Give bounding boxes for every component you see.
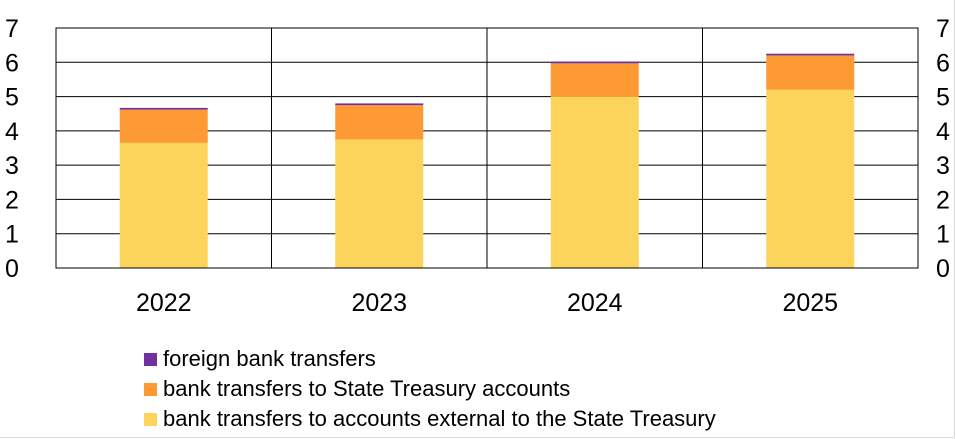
y-right-tick-label: 5	[936, 84, 950, 112]
y-tick-label: 4	[5, 118, 19, 146]
y-right-tick-label: 7	[936, 15, 950, 43]
y-right-tick-label: 4	[936, 118, 950, 146]
bars	[119, 53, 855, 268]
bar-segment	[766, 53, 855, 56]
y-tick-label: 5	[5, 84, 19, 112]
legend-item: foreign bank transfers	[144, 344, 716, 374]
y-tick-label: 6	[5, 49, 19, 77]
y-tick-label: 7	[5, 15, 19, 43]
legend-swatch	[144, 412, 157, 426]
x-axis: 2022 2023 2024 2025	[136, 289, 838, 317]
y-right-tick-label: 3	[936, 152, 950, 180]
legend-label: bank transfers to accounts external to t…	[163, 406, 716, 431]
bar-segment	[766, 89, 855, 268]
bar-segment	[335, 105, 424, 140]
y-tick-label: 1	[5, 221, 19, 249]
y-right-tick-label: 1	[936, 221, 950, 249]
y-axis-right: 0 1 2 3 4 5 6 7	[936, 15, 950, 283]
x-tick-label: 2024	[567, 289, 623, 317]
bar-segment	[119, 109, 208, 143]
y-right-tick-label: 2	[936, 186, 950, 214]
bar-segment	[119, 107, 208, 110]
bar-segment	[119, 142, 208, 268]
y-tick-label: 3	[5, 152, 19, 180]
bar-segment	[335, 103, 424, 106]
category-separators	[271, 28, 703, 268]
y-axis-left: 0 1 2 3 4 5 6 7	[5, 15, 19, 283]
bar-segment	[335, 139, 424, 268]
y-tick-label: 0	[5, 255, 19, 283]
legend-swatch	[144, 382, 157, 396]
y-right-tick-label: 6	[936, 49, 950, 77]
legend-item: bank transfers to accounts external to t…	[144, 404, 716, 434]
x-tick-label: 2023	[351, 289, 407, 317]
legend-swatch	[144, 352, 157, 366]
legend-label: foreign bank transfers	[163, 346, 376, 371]
legend: foreign bank transfers bank transfers to…	[144, 344, 716, 434]
y-tick-label: 2	[5, 186, 19, 214]
bar-segment	[550, 63, 639, 97]
legend-item: bank transfers to State Treasury account…	[144, 374, 716, 404]
plot-area-border	[55, 27, 919, 269]
bar-segment	[766, 55, 855, 90]
legend-label: bank transfers to State Treasury account…	[163, 376, 571, 401]
x-tick-label: 2022	[136, 289, 192, 317]
bar-segment	[550, 61, 639, 64]
x-tick-label: 2025	[782, 289, 838, 317]
bar-segment	[550, 96, 639, 268]
y-right-tick-label: 0	[936, 255, 950, 283]
